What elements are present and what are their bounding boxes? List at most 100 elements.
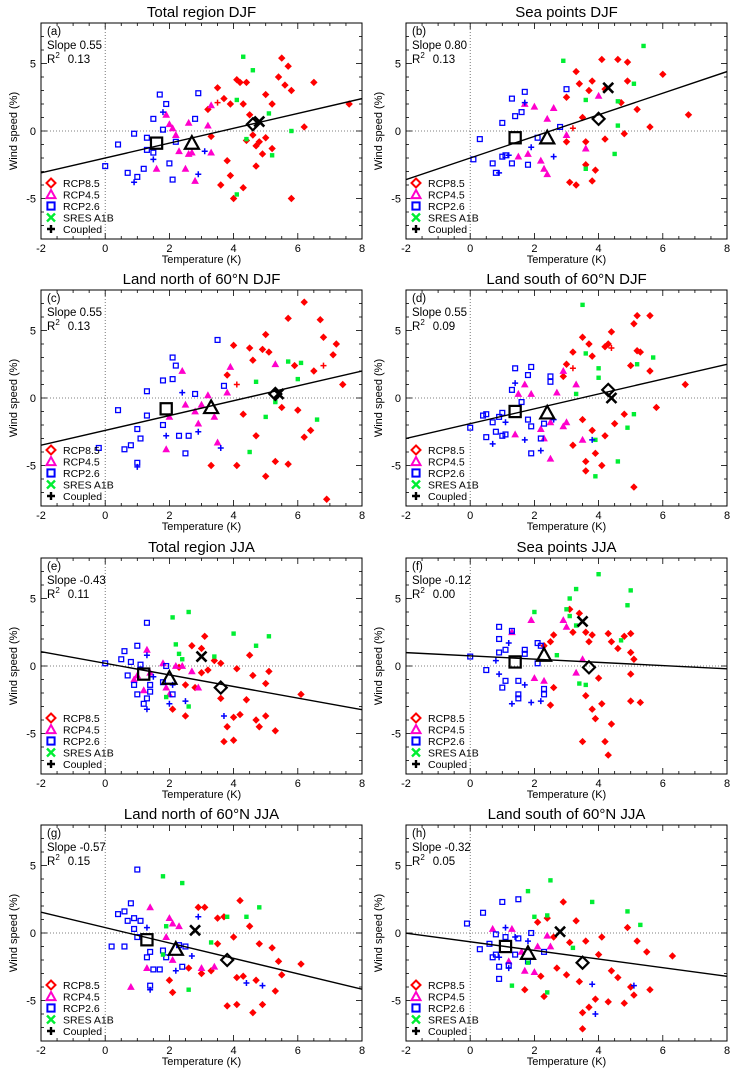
- scatter-points: [467, 571, 645, 759]
- x-tick-label: -2: [401, 510, 411, 522]
- legend-label: RCP4.5: [428, 992, 465, 1004]
- legend-sres-a1b-icon: [411, 1014, 421, 1025]
- panel-label: (e): [47, 561, 61, 573]
- point-sres-a1b: [631, 81, 637, 86]
- point-sres-a1b: [631, 412, 637, 417]
- r2-annotation: R2 0.05: [412, 853, 455, 868]
- point-sres-a1b: [615, 99, 621, 104]
- point-rcp8-5: [278, 54, 286, 62]
- point-rcp2-6: [508, 386, 515, 393]
- panel-label: (f): [412, 561, 423, 573]
- y-tick-label: 5: [395, 861, 401, 873]
- point-rcp8-5: [310, 367, 318, 375]
- point-rcp2-6: [499, 119, 506, 126]
- point-sres-a1b: [567, 596, 572, 601]
- point-rcp8-5: [274, 73, 283, 81]
- legend-label: RCP8.5: [428, 445, 465, 457]
- panel-title: Sea points JJA: [516, 539, 616, 556]
- point-rcp2-6: [124, 917, 131, 924]
- point-coupled: [589, 981, 596, 988]
- point-rcp8-5: [265, 348, 273, 356]
- point-rcp4-5: [508, 924, 516, 932]
- point-coupled: [163, 432, 170, 439]
- x-tick-label: 8: [359, 243, 365, 255]
- point-rcp8-5: [620, 129, 628, 138]
- point-rcp8-5: [588, 426, 596, 435]
- point-rcp8-5: [258, 345, 267, 354]
- legend-rcp4-5-icon: [44, 454, 58, 467]
- point-coupled: [489, 440, 496, 447]
- point-rcp4-5: [204, 121, 212, 129]
- panel-label: (g): [47, 828, 61, 840]
- point-rcp8-5: [684, 111, 693, 119]
- point-rcp4-5: [143, 645, 151, 653]
- point-rcp2-6: [166, 160, 173, 167]
- x-tick-label: -2: [401, 778, 411, 790]
- x-tick-label: 0: [467, 510, 473, 522]
- x-tick-label: 0: [102, 1045, 108, 1057]
- point-rcp2-6: [143, 388, 150, 395]
- point-sres-a1b: [298, 360, 304, 366]
- mean-sres-a1b: [195, 650, 208, 663]
- point-rcp8-5: [242, 696, 251, 704]
- point-rcp8-5: [265, 667, 273, 676]
- point-rcp8-5: [633, 347, 641, 355]
- point-rcp8-5: [562, 138, 571, 146]
- point-sres-a1b: [186, 704, 191, 709]
- point-rcp2-6: [515, 691, 522, 698]
- legend-label: RCP2.6: [63, 201, 100, 213]
- point-sres-a1b: [625, 909, 630, 914]
- point-sres-a1b: [545, 990, 550, 995]
- point-sres-a1b: [241, 54, 246, 59]
- point-rcp2-6: [521, 88, 528, 95]
- legend-sres-a1b-icon: [411, 479, 421, 490]
- point-rcp8-5: [630, 483, 638, 491]
- point-rcp8-5: [249, 1008, 257, 1017]
- x-tick-label: 2: [531, 510, 537, 522]
- point-rcp8-5: [236, 710, 244, 719]
- point-rcp2-6: [489, 160, 496, 167]
- point-sres-a1b: [625, 425, 630, 430]
- x-tick-label: -2: [36, 1045, 46, 1057]
- point-sres-a1b: [170, 615, 175, 620]
- point-sres-a1b: [570, 945, 576, 951]
- x-tick-label: 2: [166, 243, 172, 255]
- point-rcp4-5: [171, 131, 180, 138]
- mean-rcp4-5: [160, 668, 179, 685]
- point-rcp8-5: [575, 609, 584, 618]
- point-sres-a1b: [234, 97, 240, 103]
- point-rcp2-6: [121, 943, 128, 950]
- x-tick-label: 2: [166, 510, 172, 522]
- legend-sres-a1b-icon: [411, 747, 421, 758]
- legend-coupled-icon: [412, 760, 420, 768]
- legend-coupled-icon: [47, 760, 55, 768]
- point-rcp8-5: [229, 713, 238, 722]
- point-rcp2-6: [143, 954, 150, 961]
- point-rcp2-6: [492, 931, 499, 938]
- mean-rcp4-5: [538, 403, 557, 420]
- point-rcp8-5: [607, 637, 616, 646]
- point-rcp8-5: [585, 1003, 593, 1011]
- point-sres-a1b: [314, 417, 320, 422]
- legend-label: SRES A1B: [428, 480, 479, 492]
- y-axis-label: Wind speed (%): [8, 894, 20, 972]
- scatter-points: [95, 298, 347, 503]
- point-coupled: [143, 924, 150, 931]
- point-rcp4-5: [562, 418, 571, 426]
- point-rcp8-5: [332, 340, 341, 348]
- panel-title: Land north of 60°N DJF: [123, 271, 281, 288]
- point-rcp8-5: [578, 415, 587, 424]
- point-sres-a1b: [163, 694, 169, 700]
- legend-label: SRES A1B: [63, 213, 114, 225]
- point-rcp4-5: [536, 425, 545, 432]
- y-tick-label: 5: [30, 59, 36, 71]
- point-rcp8-5: [636, 698, 645, 707]
- point-rcp2-6: [124, 672, 131, 679]
- point-rcp4-5: [207, 148, 215, 156]
- point-rcp4-5: [559, 366, 568, 374]
- point-sres-a1b: [266, 111, 272, 116]
- x-axis-label: Temperature (K): [162, 1056, 241, 1068]
- point-rcp2-6: [508, 95, 515, 102]
